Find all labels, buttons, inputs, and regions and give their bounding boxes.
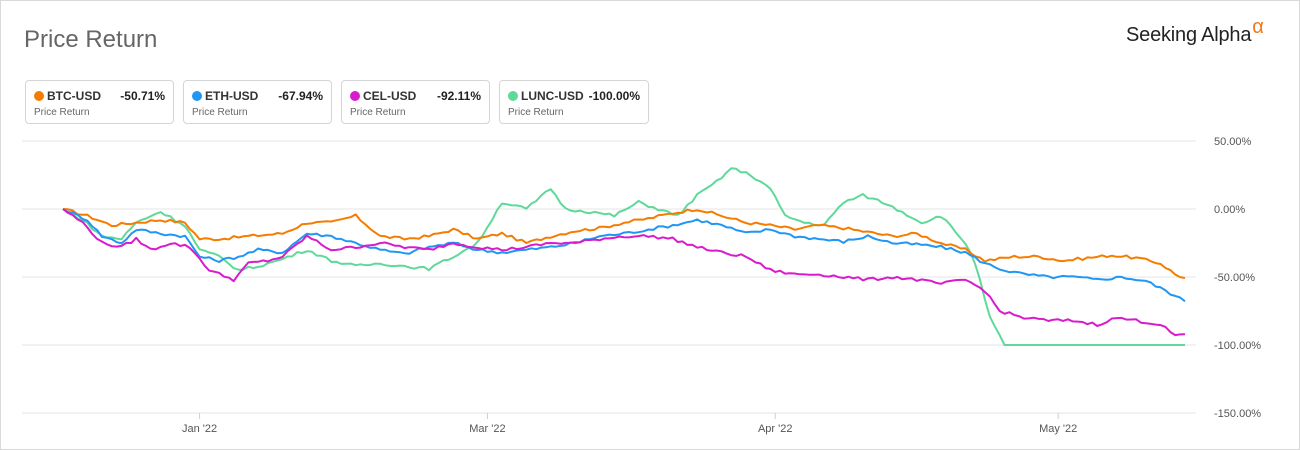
legend-symbol: LUNC-USD [521,89,584,103]
legend-item-eth-usd[interactable]: ETH-USD -67.94% Price Return [183,80,332,124]
legend-symbol: ETH-USD [205,89,259,103]
legend-symbol: CEL-USD [363,89,417,103]
legend-symbol: BTC-USD [47,89,101,103]
legend-item-btc-usd[interactable]: BTC-USD -50.71% Price Return [25,80,174,124]
gridlines [22,140,1196,414]
legend-dot-icon [34,91,44,101]
y-tick-label: -50.00% [1214,272,1255,284]
legend-value: -92.11% [436,89,481,103]
legend-dot-icon [350,91,360,101]
x-tick-label: Jan '22 [182,423,217,435]
series-line-cel-usd[interactable] [62,208,1186,337]
series-lines [62,167,1186,346]
legend-subtitle: Price Return [192,107,248,118]
x-tick-label: Mar '22 [469,423,505,435]
legend-item-lunc-usd[interactable]: LUNC-USD -100.00% Price Return [499,80,649,124]
legend-value: -100.00% [588,89,640,103]
y-tick-label: -100.00% [1214,340,1261,352]
y-tick-label: 50.00% [1214,136,1252,148]
brand-alpha-icon: α [1252,16,1264,38]
x-tick-label: Apr '22 [758,423,793,435]
legend-dot-icon [192,91,202,101]
series-line-btc-usd[interactable] [62,208,1186,279]
y-axis-labels: 50.00% 0.00% -50.00% -100.00% -150.00% [1214,136,1261,420]
legend-value: -50.71% [120,89,165,103]
x-axis-labels: Jan '22 Mar '22 Apr '22 May '22 [182,413,1077,435]
legend-subtitle: Price Return [508,107,564,118]
y-tick-label: -150.00% [1214,408,1261,420]
series-line-lunc-usd[interactable] [62,167,1185,346]
brand-logo: Seeking Alphaα [1126,16,1264,47]
legend-item-cel-usd[interactable]: CEL-USD -92.11% Price Return [341,80,490,124]
series-line-eth-usd[interactable] [62,208,1186,303]
legend-subtitle: Price Return [34,107,90,118]
legend-subtitle: Price Return [350,107,406,118]
legend-value: -67.94% [278,89,323,103]
chart-title: Price Return [24,26,158,53]
legend-dot-icon [508,91,518,101]
brand-name: Seeking Alpha [1126,24,1252,46]
x-tick-label: May '22 [1039,423,1077,435]
y-tick-label: 0.00% [1214,204,1245,216]
